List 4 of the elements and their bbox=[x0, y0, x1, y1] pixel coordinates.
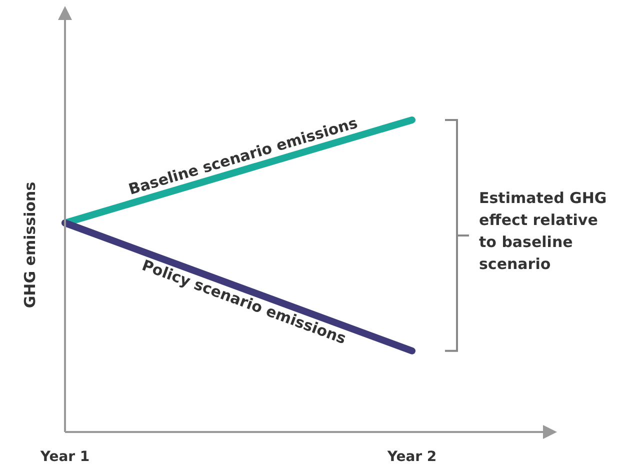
x-tick-label: Year 2 bbox=[386, 449, 437, 465]
x-tick-label: Year 1 bbox=[39, 449, 90, 465]
y-axis-title: GHG emissions bbox=[21, 182, 39, 308]
annotation: Estimated GHG effect relative to baseline scenario bbox=[479, 188, 608, 276]
